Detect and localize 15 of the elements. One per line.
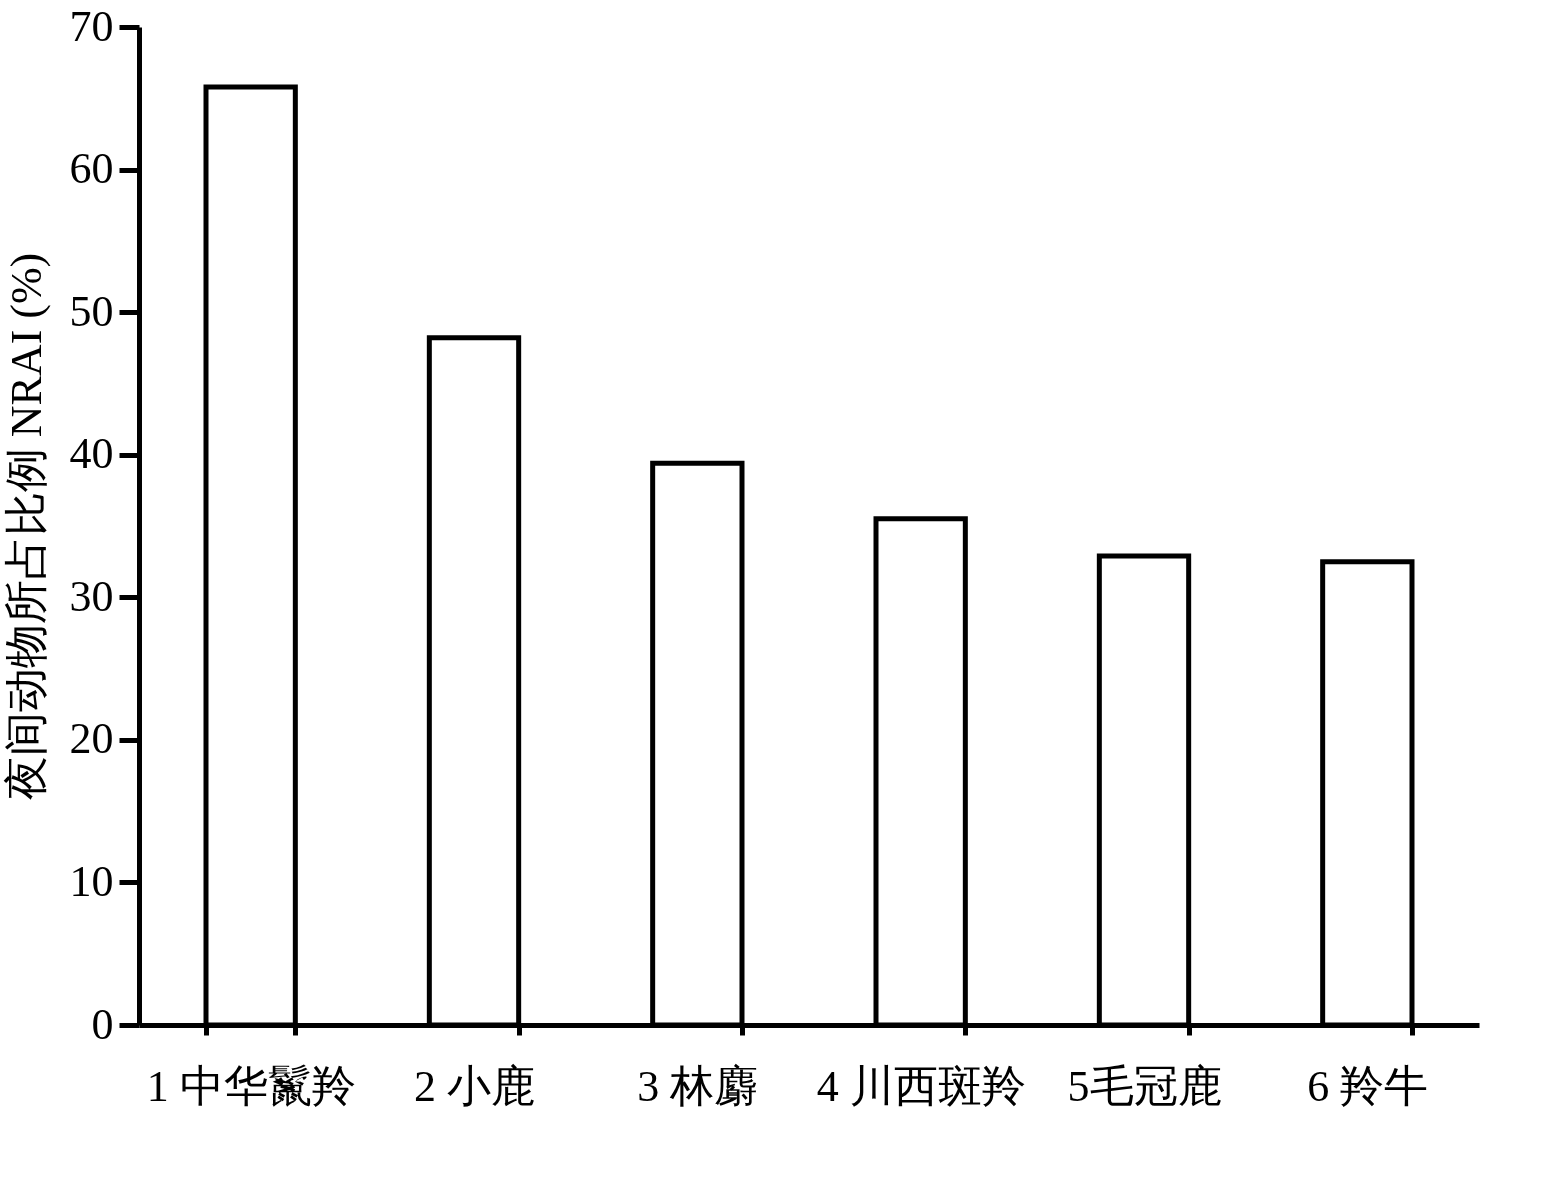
y-tick-label: 50 bbox=[69, 286, 114, 336]
y-tick-label: 30 bbox=[69, 571, 114, 621]
y-tick-label: 60 bbox=[69, 144, 114, 194]
y-tick-label: 0 bbox=[91, 999, 114, 1049]
y-tick-label: 10 bbox=[69, 856, 114, 906]
y-tick-label: 70 bbox=[69, 1, 114, 51]
y-tick-label: 20 bbox=[69, 714, 114, 764]
x-tick-label: 2 小鹿 bbox=[414, 1061, 535, 1111]
x-tick-label: 3 林麝 bbox=[637, 1061, 759, 1111]
y-tick-label: 40 bbox=[69, 429, 114, 479]
x-tick-label: 4 川西斑羚 bbox=[816, 1061, 1026, 1111]
y-axis-title: 夜间动物所占比例 NRAI (%) bbox=[1, 252, 51, 801]
x-tick-label: 5毛冠鹿 bbox=[1067, 1061, 1222, 1111]
x-tick-label: 6 羚牛 bbox=[1307, 1061, 1429, 1111]
x-tick-label: 1 中华鬣羚 bbox=[146, 1061, 356, 1111]
